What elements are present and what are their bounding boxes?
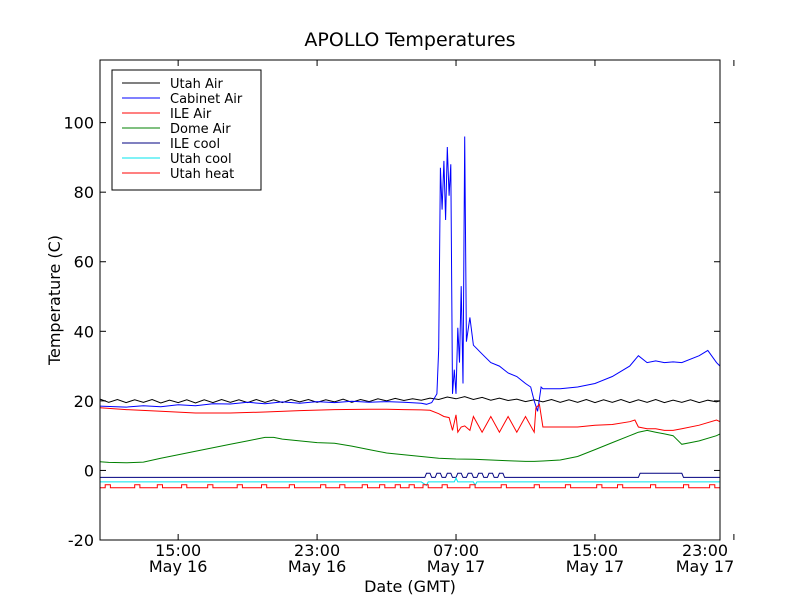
- x-tick-label-date: May 16: [288, 557, 347, 576]
- legend-label-ile-cool: ILE cool: [170, 137, 220, 152]
- series-line-utah-heat: [100, 484, 720, 489]
- x-tick-label-time: 23:00: [294, 541, 340, 560]
- x-tick-label-date: May 17: [676, 557, 735, 576]
- y-tick-label: 0: [84, 461, 94, 480]
- plot-area: [100, 136, 720, 489]
- x-tick-label-time: 15:00: [155, 541, 201, 560]
- y-axis-label: Temperature (C): [45, 235, 64, 366]
- legend-label-utah-heat: Utah heat: [170, 167, 234, 182]
- y-tick-label: 40: [74, 322, 94, 341]
- x-tick-label-date: May 17: [427, 557, 486, 576]
- chart-title: APOLLO Temperatures: [304, 29, 515, 51]
- series-line-ile-cool: [100, 472, 720, 478]
- legend-box: [111, 69, 262, 191]
- legend-label-cabinet-air: Cabinet Air: [170, 92, 243, 107]
- y-tick-label: 80: [74, 183, 94, 202]
- x-tick-label-time: 07:00: [433, 541, 479, 560]
- legend-label-utah-cool: Utah cool: [170, 152, 232, 167]
- x-tick-label-date: May 16: [149, 557, 208, 576]
- series-line-cabinet-air: [100, 136, 720, 412]
- x-tick-label-time: 23:00: [682, 541, 728, 560]
- y-tick-label: -20: [68, 531, 94, 550]
- series-line-ile-air: [100, 403, 720, 434]
- x-axis-label: Date (GMT): [364, 577, 456, 596]
- series-group: [100, 136, 720, 489]
- x-tick-label-date: May 17: [566, 557, 625, 576]
- legend-label-utah-air: Utah Air: [170, 77, 223, 92]
- series-line-utah-air: [100, 396, 720, 404]
- y-tick-label: 20: [74, 392, 94, 411]
- x-tick-label-time: 15:00: [572, 541, 618, 560]
- y-tick-label: 100: [63, 114, 94, 133]
- legend-label-ile-air: ILE Air: [170, 107, 212, 122]
- y-tick-label: 60: [74, 253, 94, 272]
- axes-frame: [99, 59, 721, 541]
- legend-label-dome-air: Dome Air: [170, 122, 231, 137]
- series-line-dome-air: [100, 429, 720, 464]
